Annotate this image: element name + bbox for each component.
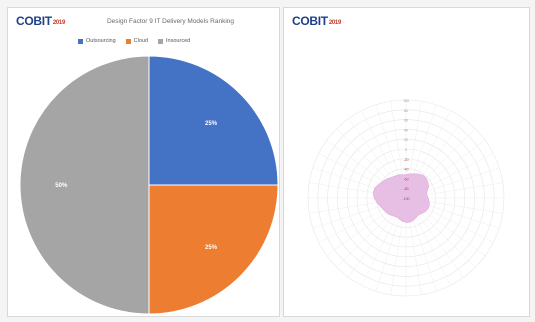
radar-tick-label: 40	[404, 128, 408, 132]
radar-tick-label: -60	[403, 177, 408, 181]
legend-swatch	[78, 38, 83, 44]
cobit-logo: COBIT2019	[16, 14, 65, 28]
radar-tick-label: -100	[402, 197, 409, 201]
chart-title: Design Factor 9 IT Delivery Models Ranki…	[106, 18, 235, 25]
legend-label: Insourced	[166, 38, 191, 44]
radar-tick-label: -80	[403, 187, 408, 191]
legend-swatch	[158, 38, 164, 44]
radar-tick-label: 60	[404, 119, 408, 123]
legend-item-insourced: Insourced	[158, 38, 190, 44]
pie-data-label: 25%	[205, 245, 218, 251]
pie-slice-outsourcing	[148, 55, 279, 186]
cobit-logo: COBIT2019	[292, 14, 341, 28]
radar-chart-panel: COBIT2019 100 80 60 40 20 0 -20 -40 -60 -80 -100	[283, 7, 530, 317]
legend-label: Cloud	[133, 38, 149, 44]
pie-data-label: 25%	[205, 121, 218, 127]
radar-tick-label: -20	[403, 158, 408, 162]
legend-label: Outsourcing	[86, 38, 116, 44]
pie-chart-panel: COBIT2019 Design Factor 9 IT Delivery Mo…	[7, 7, 280, 317]
radar-tick-label: 0	[405, 148, 407, 152]
chart-legend: Outsourcing Cloud Insourced	[78, 38, 258, 44]
radar-chart: 100 80 60 40 20 0 -20 -40 -60 -80 -100	[307, 99, 505, 297]
pie-chart: 25% 25% 50%	[19, 55, 279, 315]
pie-data-label: 50%	[55, 183, 68, 189]
legend-item-cloud: Cloud	[125, 38, 149, 44]
radar-tick-label: -40	[403, 168, 408, 172]
radar-tick-label: 20	[404, 138, 408, 142]
radar-data-area	[372, 173, 430, 223]
radar-tick-label: 80	[404, 109, 408, 113]
legend-swatch	[125, 38, 131, 44]
legend-item-outsourcing: Outsourcing	[78, 38, 116, 44]
pie-slice-cloud	[148, 184, 279, 315]
pie-slice-insourced	[19, 55, 150, 315]
radar-tick-label: 100	[403, 99, 409, 103]
